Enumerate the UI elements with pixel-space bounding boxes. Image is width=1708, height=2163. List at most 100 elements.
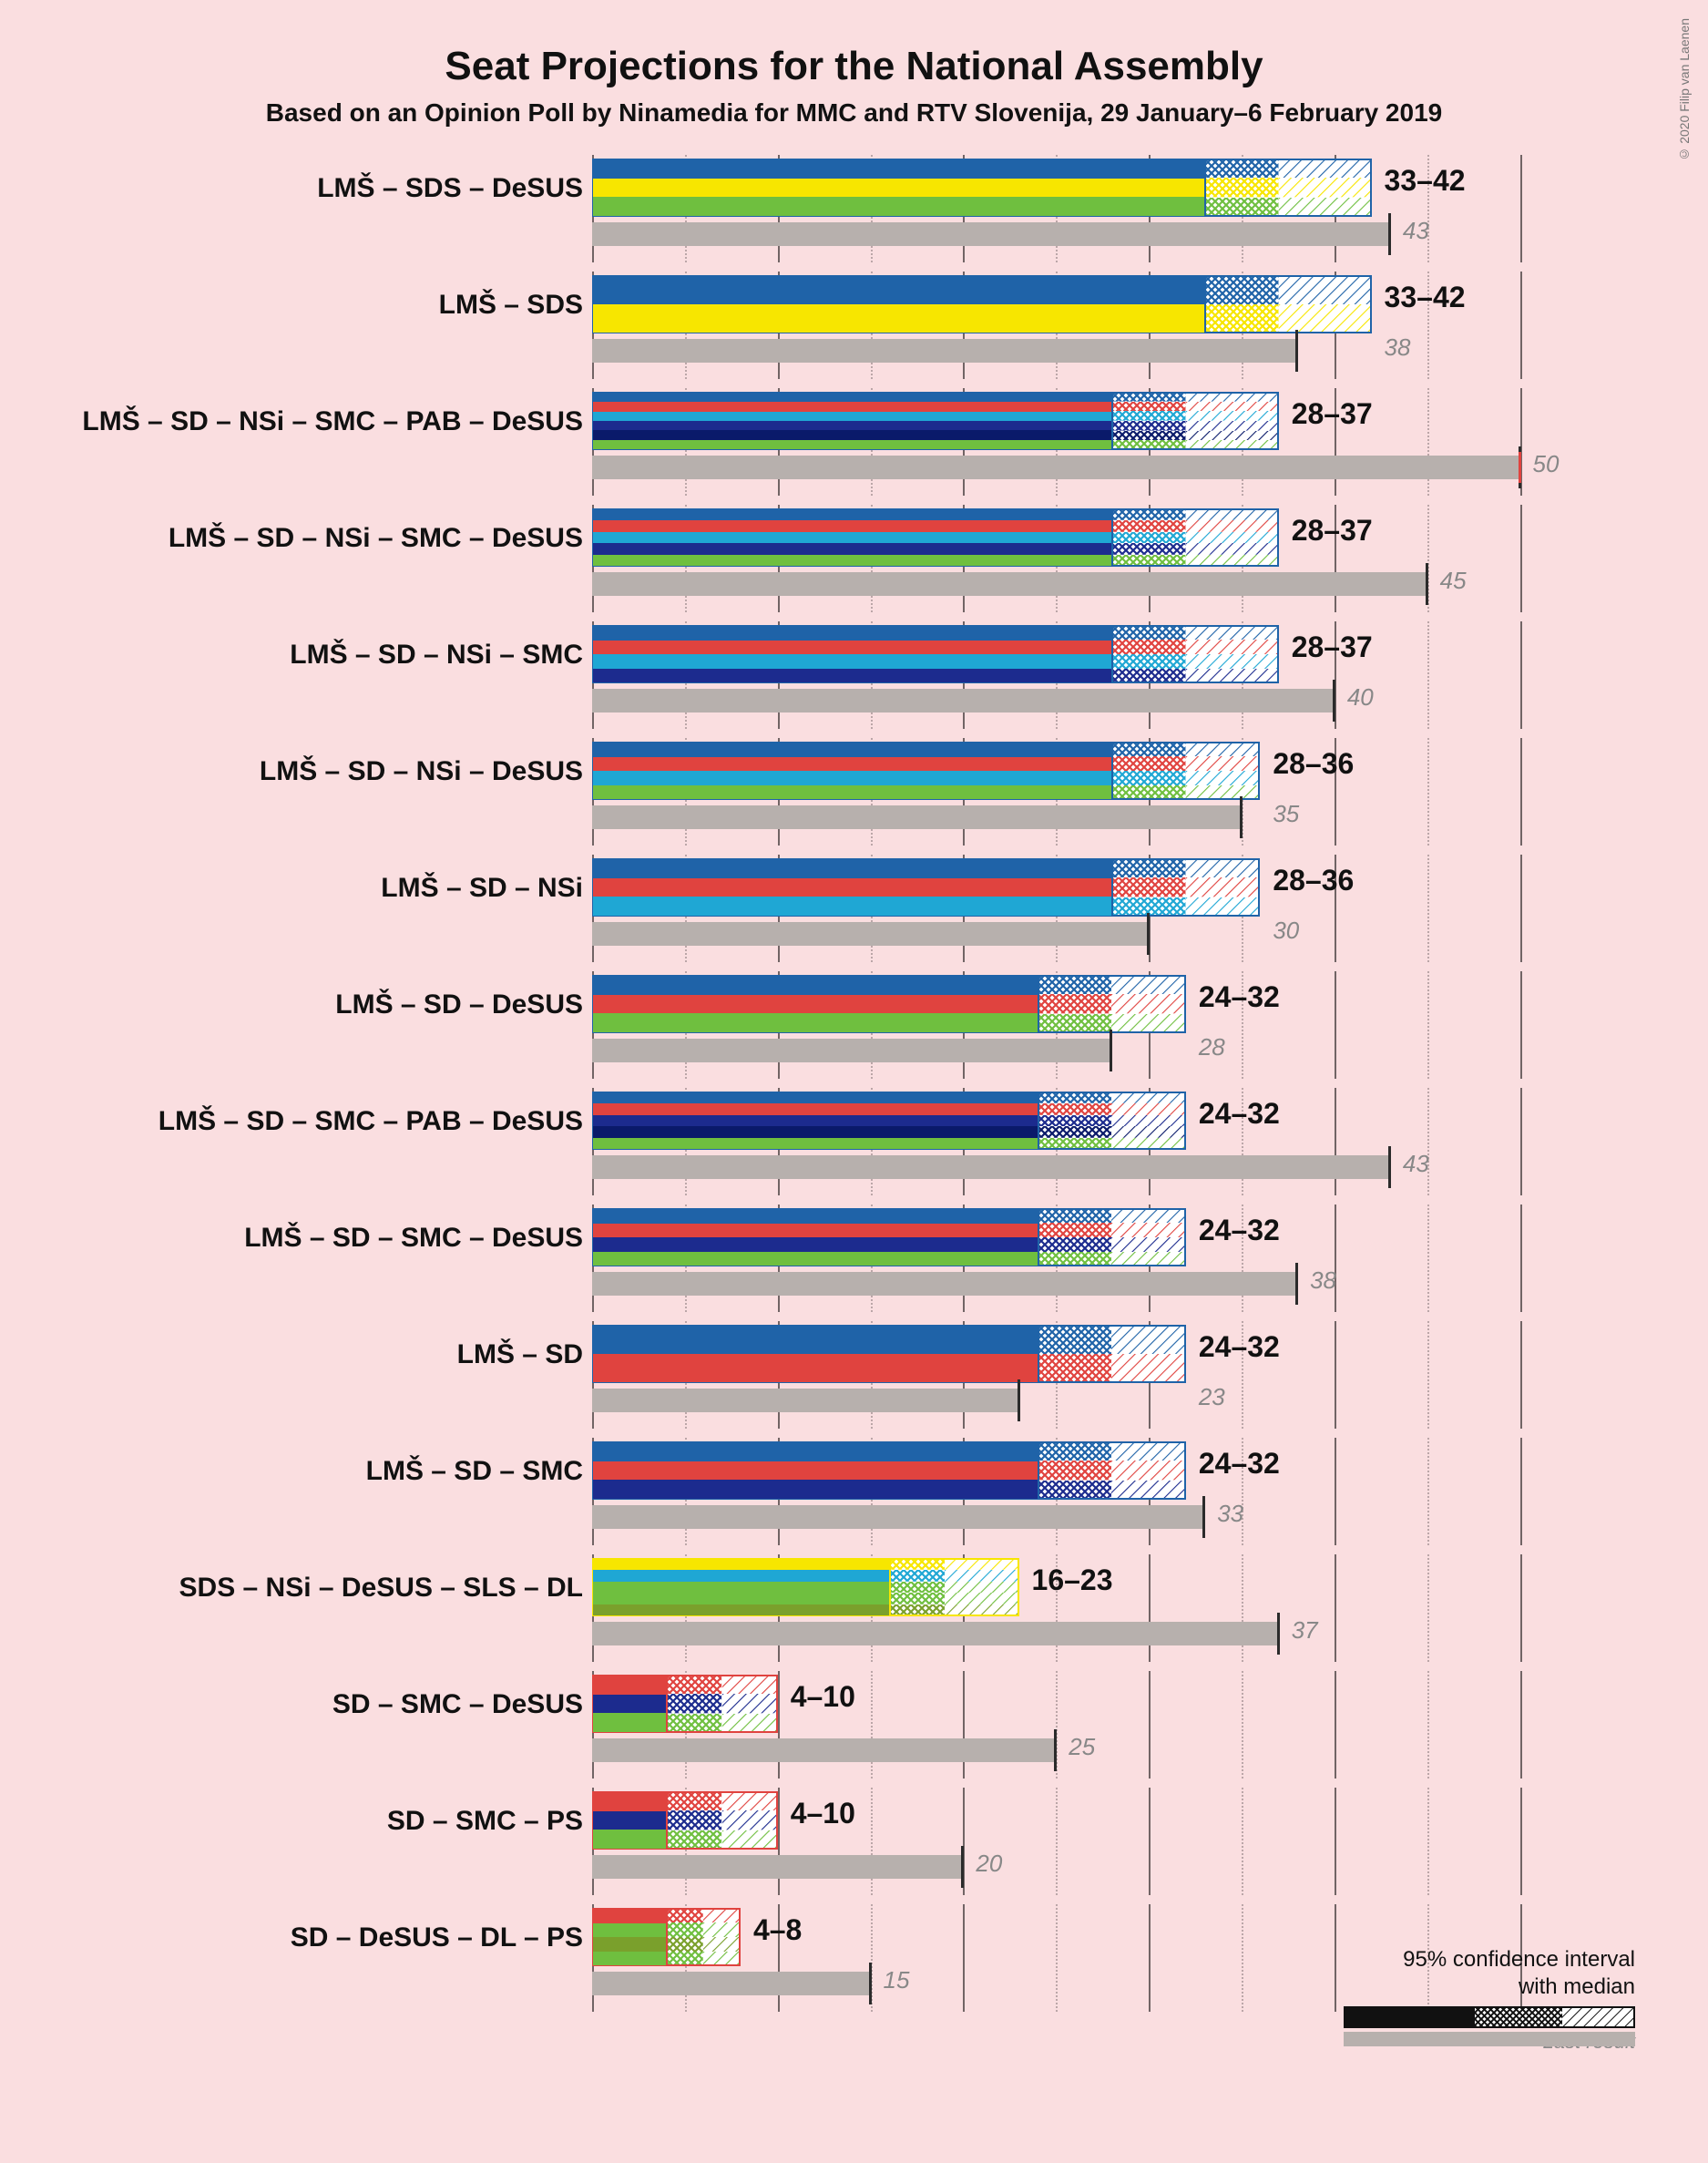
range-label: 16–23 [1032, 1563, 1113, 1597]
last-result-bar [592, 339, 1297, 363]
row-label: LMŠ – SD – SMC – PAB – DeSUS [159, 1106, 583, 1137]
legend-ci-label: 95% confidence intervalwith median [1289, 1946, 1635, 2001]
last-result-label: 43 [1403, 217, 1429, 245]
last-result-label: 38 [1385, 333, 1411, 362]
ci-lower [1111, 508, 1185, 567]
row-label: LMŠ – SD – SMC [366, 1456, 583, 1487]
last-result-label: 45 [1440, 567, 1467, 595]
last-result-label: 23 [1199, 1383, 1225, 1411]
last-result-label: 15 [884, 1966, 910, 1994]
ci-upper [1111, 1441, 1185, 1500]
ci-lower [1038, 1325, 1111, 1383]
row: SD – SMC – DeSUS 4–1025 [73, 1671, 1640, 1779]
last-result-label: 28 [1199, 1033, 1225, 1061]
range-label: 28–36 [1273, 747, 1354, 781]
last-result-bar [592, 572, 1427, 596]
bar-zone: 28–3635 [592, 738, 1594, 846]
row: SD – SMC – PS 4–10 20 [73, 1788, 1640, 1895]
ci-upper [945, 1558, 1018, 1616]
bar-zone: 24–32 23 [592, 1321, 1594, 1429]
range-label: 28–37 [1292, 514, 1373, 548]
last-result-bar [592, 456, 1520, 479]
range-label: 33–42 [1385, 164, 1466, 198]
range-label: 28–37 [1292, 630, 1373, 664]
ci-lower [1038, 1208, 1111, 1266]
bar-zone: 28–37 45 [592, 505, 1594, 612]
row-label: LMŠ – SD – DeSUS [335, 989, 583, 1020]
row-label: SDS – NSi – DeSUS – SLS – DL [179, 1573, 583, 1604]
row-label: LMŠ – SDS – DeSUS [317, 173, 583, 204]
bar-zone: 16–23 37 [592, 1554, 1594, 1662]
ci-upper [1111, 1092, 1185, 1150]
range-label: 4–10 [791, 1797, 855, 1830]
last-result-bar [592, 1972, 871, 1995]
last-result-label: 37 [1292, 1616, 1318, 1645]
ci-upper [1279, 159, 1372, 217]
ci-upper [1186, 625, 1279, 683]
row-label: SD – SMC – DeSUS [332, 1689, 583, 1720]
row: LMŠ – SD – NSi – SMC – PAB – DeSUS [73, 388, 1640, 496]
last-result-bar [592, 1389, 1019, 1412]
ci-lower [666, 1791, 721, 1850]
row-label: LMŠ – SD – NSi – SMC – PAB – DeSUS [82, 406, 583, 437]
bar-zone: 24–3238 [592, 1205, 1594, 1312]
ci-upper [1186, 508, 1279, 567]
bar-zone: 33–4238 [592, 272, 1594, 379]
last-result-label: 43 [1403, 1150, 1429, 1178]
row-label: LMŠ – SD – NSi – SMC – DeSUS [169, 523, 583, 554]
last-result-label: 20 [976, 1850, 1002, 1878]
legend-ci-bar [1344, 2006, 1635, 2028]
row: SDS – NSi – DeSUS – SLS – DL [73, 1554, 1640, 1662]
ci-upper [1279, 275, 1372, 333]
row: LMŠ – SD – NSi – SMC 28–3740 [73, 621, 1640, 729]
range-label: 28–37 [1292, 397, 1373, 431]
ci-lower [1204, 159, 1278, 217]
ci-upper [1186, 392, 1279, 450]
bar-zone: 28–37 40 [592, 621, 1594, 729]
last-result-bar [592, 1505, 1204, 1529]
ci-lower [1038, 1092, 1111, 1150]
row: LMŠ – SDS – DeSUS 33–42 43 [73, 155, 1640, 262]
last-result-bar [592, 1622, 1279, 1645]
last-result-bar [592, 1272, 1297, 1296]
last-result-label: 40 [1347, 683, 1374, 712]
row: LMŠ – SD – SMC – DeSUS 24–3238 [73, 1205, 1640, 1312]
bar-zone: 28–3750 [592, 388, 1594, 496]
last-result-bar [592, 222, 1390, 246]
row-label: LMŠ – SD – SMC – DeSUS [244, 1223, 583, 1254]
ci-lower [1038, 1441, 1111, 1500]
bar-zone: 28–36 30 [592, 855, 1594, 962]
range-label: 24–32 [1199, 980, 1280, 1014]
row-label: LMŠ – SD – NSi [381, 873, 583, 904]
bar-zone: 24–32 28 [592, 971, 1594, 1079]
ci-lower [1111, 625, 1185, 683]
ci-upper [1111, 1208, 1185, 1266]
bar-zone: 4–1025 [592, 1671, 1594, 1779]
bar-zone: 24–32 33 [592, 1438, 1594, 1545]
range-label: 24–32 [1199, 1330, 1280, 1364]
ci-lower [1038, 975, 1111, 1033]
ci-upper [703, 1908, 741, 1966]
row-label: LMŠ – SDS [439, 290, 583, 321]
ci-upper [722, 1675, 778, 1733]
row: LMŠ – SDS 33–4238 [73, 272, 1640, 379]
bar-zone: 24–32 43 [592, 1088, 1594, 1195]
bar-zone: 4–10 20 [592, 1788, 1594, 1895]
row-label: SD – SMC – PS [387, 1806, 583, 1837]
last-result-label: 33 [1217, 1500, 1243, 1528]
last-result-label: 30 [1273, 917, 1299, 945]
row: LMŠ – SD – NSi – DeSUS 28–3635 [73, 738, 1640, 846]
last-result-bar [592, 805, 1242, 829]
range-label: 28–36 [1273, 864, 1354, 897]
ci-upper [1111, 975, 1185, 1033]
ci-lower [1111, 742, 1185, 800]
legend: 95% confidence intervalwith median Last … [1289, 1946, 1635, 2054]
range-label: 24–32 [1199, 1097, 1280, 1131]
range-label: 24–32 [1199, 1447, 1280, 1481]
last-result-label: 38 [1310, 1266, 1336, 1295]
ci-upper [1186, 858, 1260, 917]
ci-lower [666, 1675, 721, 1733]
ci-upper [1111, 1325, 1185, 1383]
ci-lower [1111, 392, 1185, 450]
row: LMŠ – SD – NSi 28–36 30 [73, 855, 1640, 962]
